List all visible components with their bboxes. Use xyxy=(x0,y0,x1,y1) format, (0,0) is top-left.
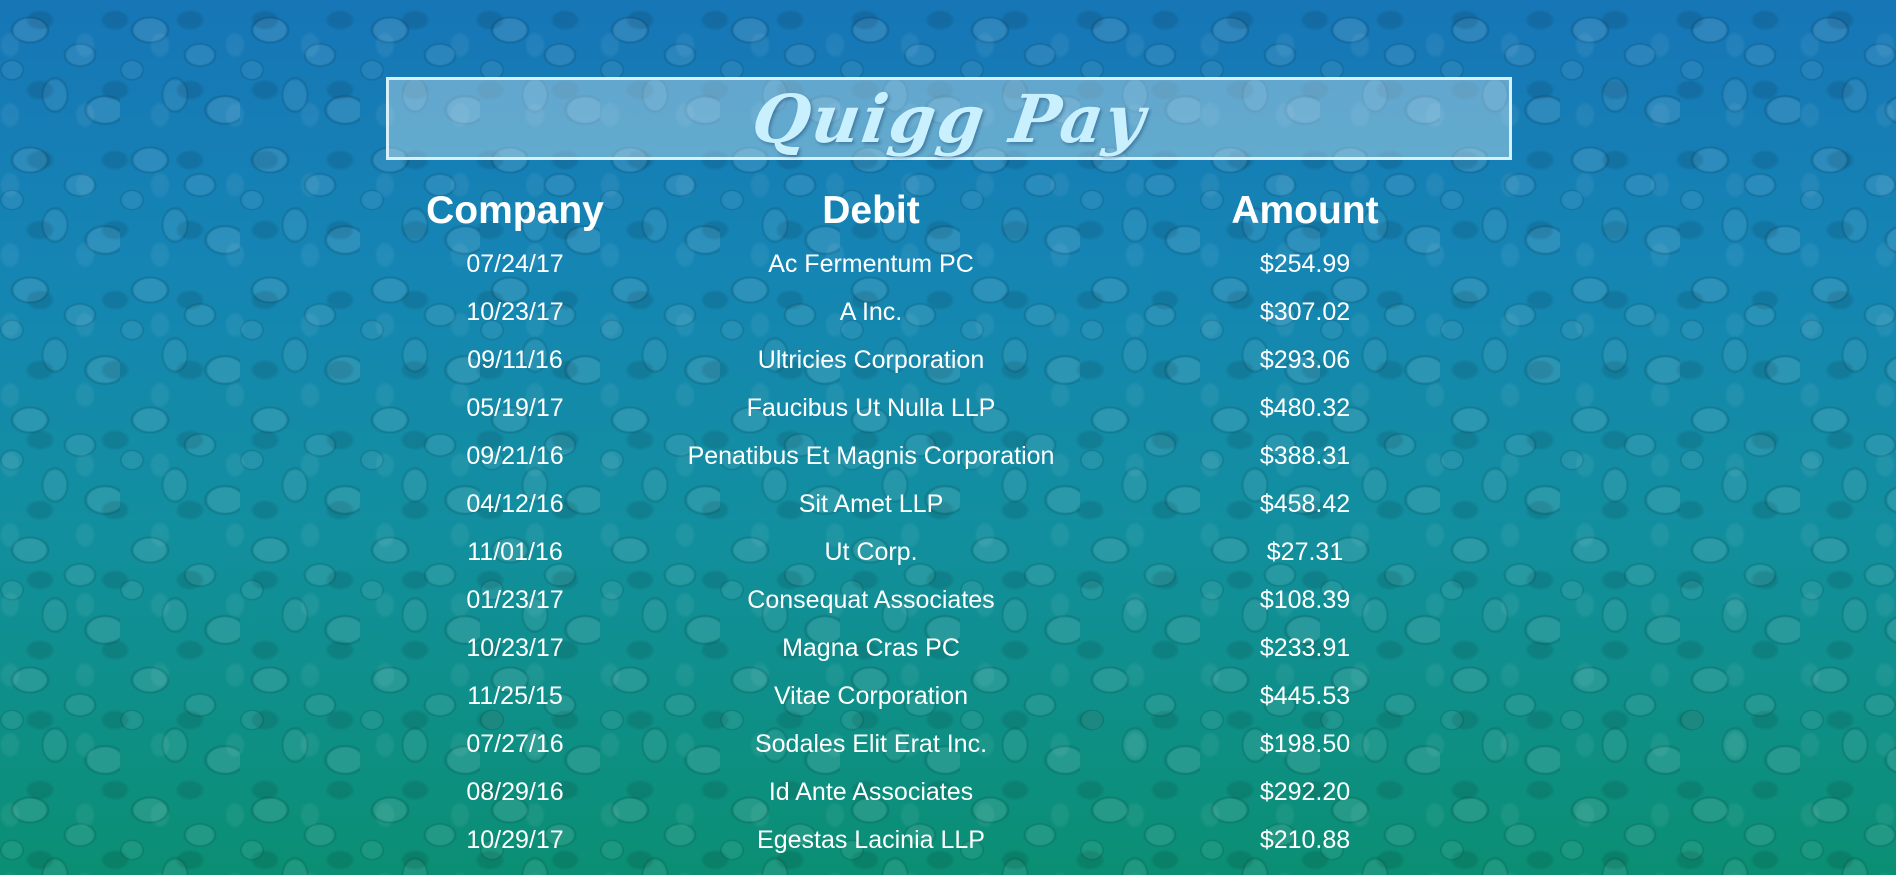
table-row: 08/29/16 Id Ante Associates $292.20 xyxy=(386,768,1512,816)
cell-amount: $27.31 xyxy=(1266,537,1344,566)
cell-amount: $292.20 xyxy=(1259,777,1351,806)
table-row: 10/29/17 Egestas Lacinia LLP $210.88 xyxy=(386,816,1512,864)
cell-date: 05/19/17 xyxy=(466,393,564,422)
cell-company: Ut Corp. xyxy=(824,537,918,566)
cell-date: 09/11/16 xyxy=(467,345,563,374)
cell-date: 01/23/17 xyxy=(466,585,564,614)
table-row: 10/23/17 A Inc. $307.02 xyxy=(386,288,1512,336)
table-row: 05/19/17 Faucibus Ut Nulla LLP $480.32 xyxy=(386,384,1512,432)
title-banner: Quigg Pay xyxy=(386,77,1512,160)
table-row: 07/27/16 Sodales Elit Erat Inc. $198.50 xyxy=(386,720,1512,768)
table-row: 07/24/17 Ac Fermentum PC $254.99 xyxy=(386,240,1512,288)
table-row: 09/11/16 Ultricies Corporation $293.06 xyxy=(386,336,1512,384)
cell-company: Ultricies Corporation xyxy=(757,345,985,374)
cell-date: 07/24/17 xyxy=(466,249,564,278)
column-header-debit: Debit xyxy=(822,189,920,232)
column-header-amount: Amount xyxy=(1231,189,1379,232)
cell-date: 08/29/16 xyxy=(466,777,564,806)
cell-company: Id Ante Associates xyxy=(768,777,974,806)
cell-company: Vitae Corporation xyxy=(773,681,969,710)
table-row: 04/12/16 Sit Amet LLP $458.42 xyxy=(386,480,1512,528)
cell-amount: $233.91 xyxy=(1259,633,1351,662)
column-header-company: Company xyxy=(426,189,604,232)
cell-date: 11/25/15 xyxy=(467,681,563,710)
cell-company: Sodales Elit Erat Inc. xyxy=(754,729,988,758)
cell-date: 07/27/16 xyxy=(466,729,564,758)
cell-date: 04/12/16 xyxy=(466,489,564,518)
cell-date: 10/29/17 xyxy=(466,825,564,854)
cell-company: Egestas Lacinia LLP xyxy=(757,825,985,854)
payments-table: Company Debit Amount 07/24/17 Ac Ferment… xyxy=(386,182,1512,864)
cell-amount: $254.99 xyxy=(1259,249,1351,278)
cell-company: Consequat Associates xyxy=(747,585,995,614)
cell-date: 09/21/16 xyxy=(466,441,564,470)
cell-amount: $198.50 xyxy=(1259,729,1351,758)
cell-amount: $210.88 xyxy=(1259,825,1351,854)
table-row: 01/23/17 Consequat Associates $108.39 xyxy=(386,576,1512,624)
cell-amount: $293.06 xyxy=(1259,345,1351,374)
cell-amount: $480.32 xyxy=(1259,393,1351,422)
app-title: Quigg Pay xyxy=(747,79,1151,158)
cell-date: 10/23/17 xyxy=(466,633,564,662)
table-row: 11/01/16 Ut Corp. $27.31 xyxy=(386,528,1512,576)
cell-company: Magna Cras PC xyxy=(782,633,960,662)
cell-amount: $388.31 xyxy=(1259,441,1351,470)
cell-date: 11/01/16 xyxy=(467,537,563,566)
cell-amount: $458.42 xyxy=(1259,489,1351,518)
table-row: 10/23/17 Magna Cras PC $233.91 xyxy=(386,624,1512,672)
table-row: 09/21/16 Penatibus Et Magnis Corporation… xyxy=(386,432,1512,480)
cell-date: 10/23/17 xyxy=(466,297,564,326)
cell-amount: $445.53 xyxy=(1259,681,1351,710)
table-row: 11/25/15 Vitae Corporation $445.53 xyxy=(386,672,1512,720)
cell-company: Sit Amet LLP xyxy=(798,489,944,518)
cell-company: Penatibus Et Magnis Corporation xyxy=(687,441,1055,470)
cell-company: Ac Fermentum PC xyxy=(768,249,974,278)
cell-company: Faucibus Ut Nulla LLP xyxy=(746,393,996,422)
cell-company: A Inc. xyxy=(839,297,903,326)
table-header-row: Company Debit Amount xyxy=(386,182,1512,240)
cell-amount: $108.39 xyxy=(1259,585,1351,614)
cell-amount: $307.02 xyxy=(1259,297,1351,326)
